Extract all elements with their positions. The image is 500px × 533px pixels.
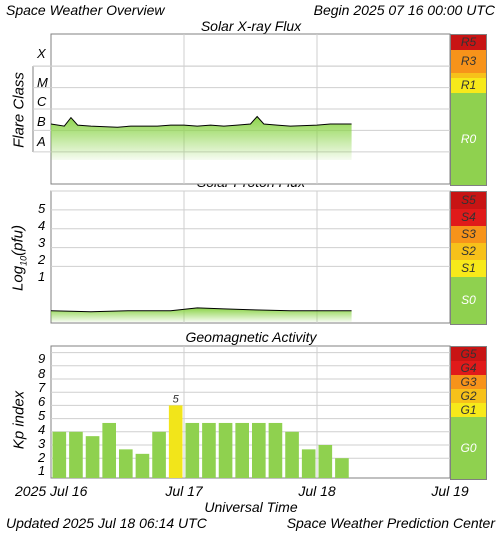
scale-g1: G1 <box>451 403 486 417</box>
kp-tick-8: 8 <box>38 366 46 381</box>
geomagnetic-storm-scale: G5 G4 G3 G2 G1 G0 <box>450 346 487 480</box>
flare-class-x: X <box>37 46 46 61</box>
scale-s4: S4 <box>451 209 486 226</box>
geomag-title: Geomagnetic Activity <box>185 329 317 345</box>
kp-tick-6: 6 <box>38 394 46 409</box>
kp-tick-4: 4 <box>38 422 46 437</box>
scale-g4: G4 <box>451 361 486 375</box>
scale-g2: G2 <box>451 389 486 403</box>
scale-r0: R0 <box>451 93 486 185</box>
scale-s1: S1 <box>451 260 486 277</box>
xray-radio-blackout-scale: R5 R3 R1 R0 <box>450 34 487 186</box>
proton-plot-area <box>50 190 451 324</box>
kp-bar <box>168 405 183 478</box>
kp-bar <box>318 445 333 478</box>
x-tick-jul18: Jul 18 <box>298 483 336 499</box>
kp-bar <box>301 449 316 478</box>
kp-bar <box>252 422 266 478</box>
flare-class-a: A <box>37 134 46 149</box>
kp-bar <box>218 422 233 478</box>
scale-r2 <box>451 73 486 78</box>
kp-bar <box>185 422 200 478</box>
scale-s5: S5 <box>451 192 486 209</box>
kp-tick-7: 7 <box>38 380 46 395</box>
xray-flux-fill <box>51 116 352 160</box>
proton-tick-5: 5 <box>38 201 46 216</box>
swpc-credit: Space Weather Prediction Center <box>286 515 495 531</box>
proton-tick-3: 3 <box>38 235 46 250</box>
scale-s0: S0 <box>451 277 486 324</box>
scale-g3: G3 <box>451 375 486 389</box>
kp-peak-label: 5 <box>173 393 180 405</box>
scale-r5: R5 <box>451 35 486 50</box>
scale-g0: G0 <box>451 417 486 479</box>
kp-bar <box>268 422 283 478</box>
proton-tick-1: 1 <box>38 269 46 284</box>
proton-tick-2: 2 <box>38 252 46 267</box>
kp-bar <box>202 422 216 478</box>
flare-class-m: M <box>37 75 48 90</box>
kp-bar <box>135 453 150 478</box>
kp-bar <box>85 436 100 478</box>
proton-radiation-scale: S5 S4 S3 S2 S1 S0 <box>450 191 487 325</box>
proton-flux-line <box>50 307 352 313</box>
kp-bar <box>335 458 349 478</box>
proton-flux-fill <box>51 307 352 322</box>
kp-tick-1: 1 <box>38 463 46 478</box>
scale-s2: S2 <box>451 243 486 260</box>
scale-s3: S3 <box>451 226 486 243</box>
begin-timestamp: Begin 2025 07 16 00:00 UTC <box>313 2 495 18</box>
x-axis-title: Universal Time <box>204 499 298 515</box>
scale-r3: R3 <box>451 50 486 73</box>
x-tick-jul16: 2025 Jul 16 <box>15 483 88 499</box>
xray-title: Solar X-ray Flux <box>200 18 302 34</box>
proton-tick-4: 4 <box>38 218 46 233</box>
kp-bar <box>52 431 67 478</box>
kp-tick-3: 3 <box>38 436 46 451</box>
kp-plot-area <box>50 345 451 479</box>
x-tick-jul17: Jul 17 <box>165 483 203 499</box>
kp-tick-9: 9 <box>38 351 46 366</box>
kp-bar <box>69 431 83 478</box>
kp-bar <box>285 431 299 478</box>
x-tick-jul19: Jul 19 <box>431 483 469 499</box>
xray-flux-line <box>50 115 352 128</box>
kp-tick-2: 2 <box>38 450 46 465</box>
page-title: Space Weather Overview <box>6 2 165 18</box>
kp-bar <box>152 431 166 478</box>
scale-r1: R1 <box>451 78 486 93</box>
kp-bar <box>235 422 249 478</box>
flare-class-b: B <box>37 114 46 129</box>
flare-class-c: C <box>37 94 47 109</box>
updated-timestamp: Updated 2025 Jul 18 06:14 UTC <box>6 515 207 531</box>
kp-tick-5: 5 <box>38 408 46 423</box>
kp-bar <box>119 449 133 478</box>
scale-g5: G5 <box>451 347 486 361</box>
kp-bar <box>102 422 116 478</box>
